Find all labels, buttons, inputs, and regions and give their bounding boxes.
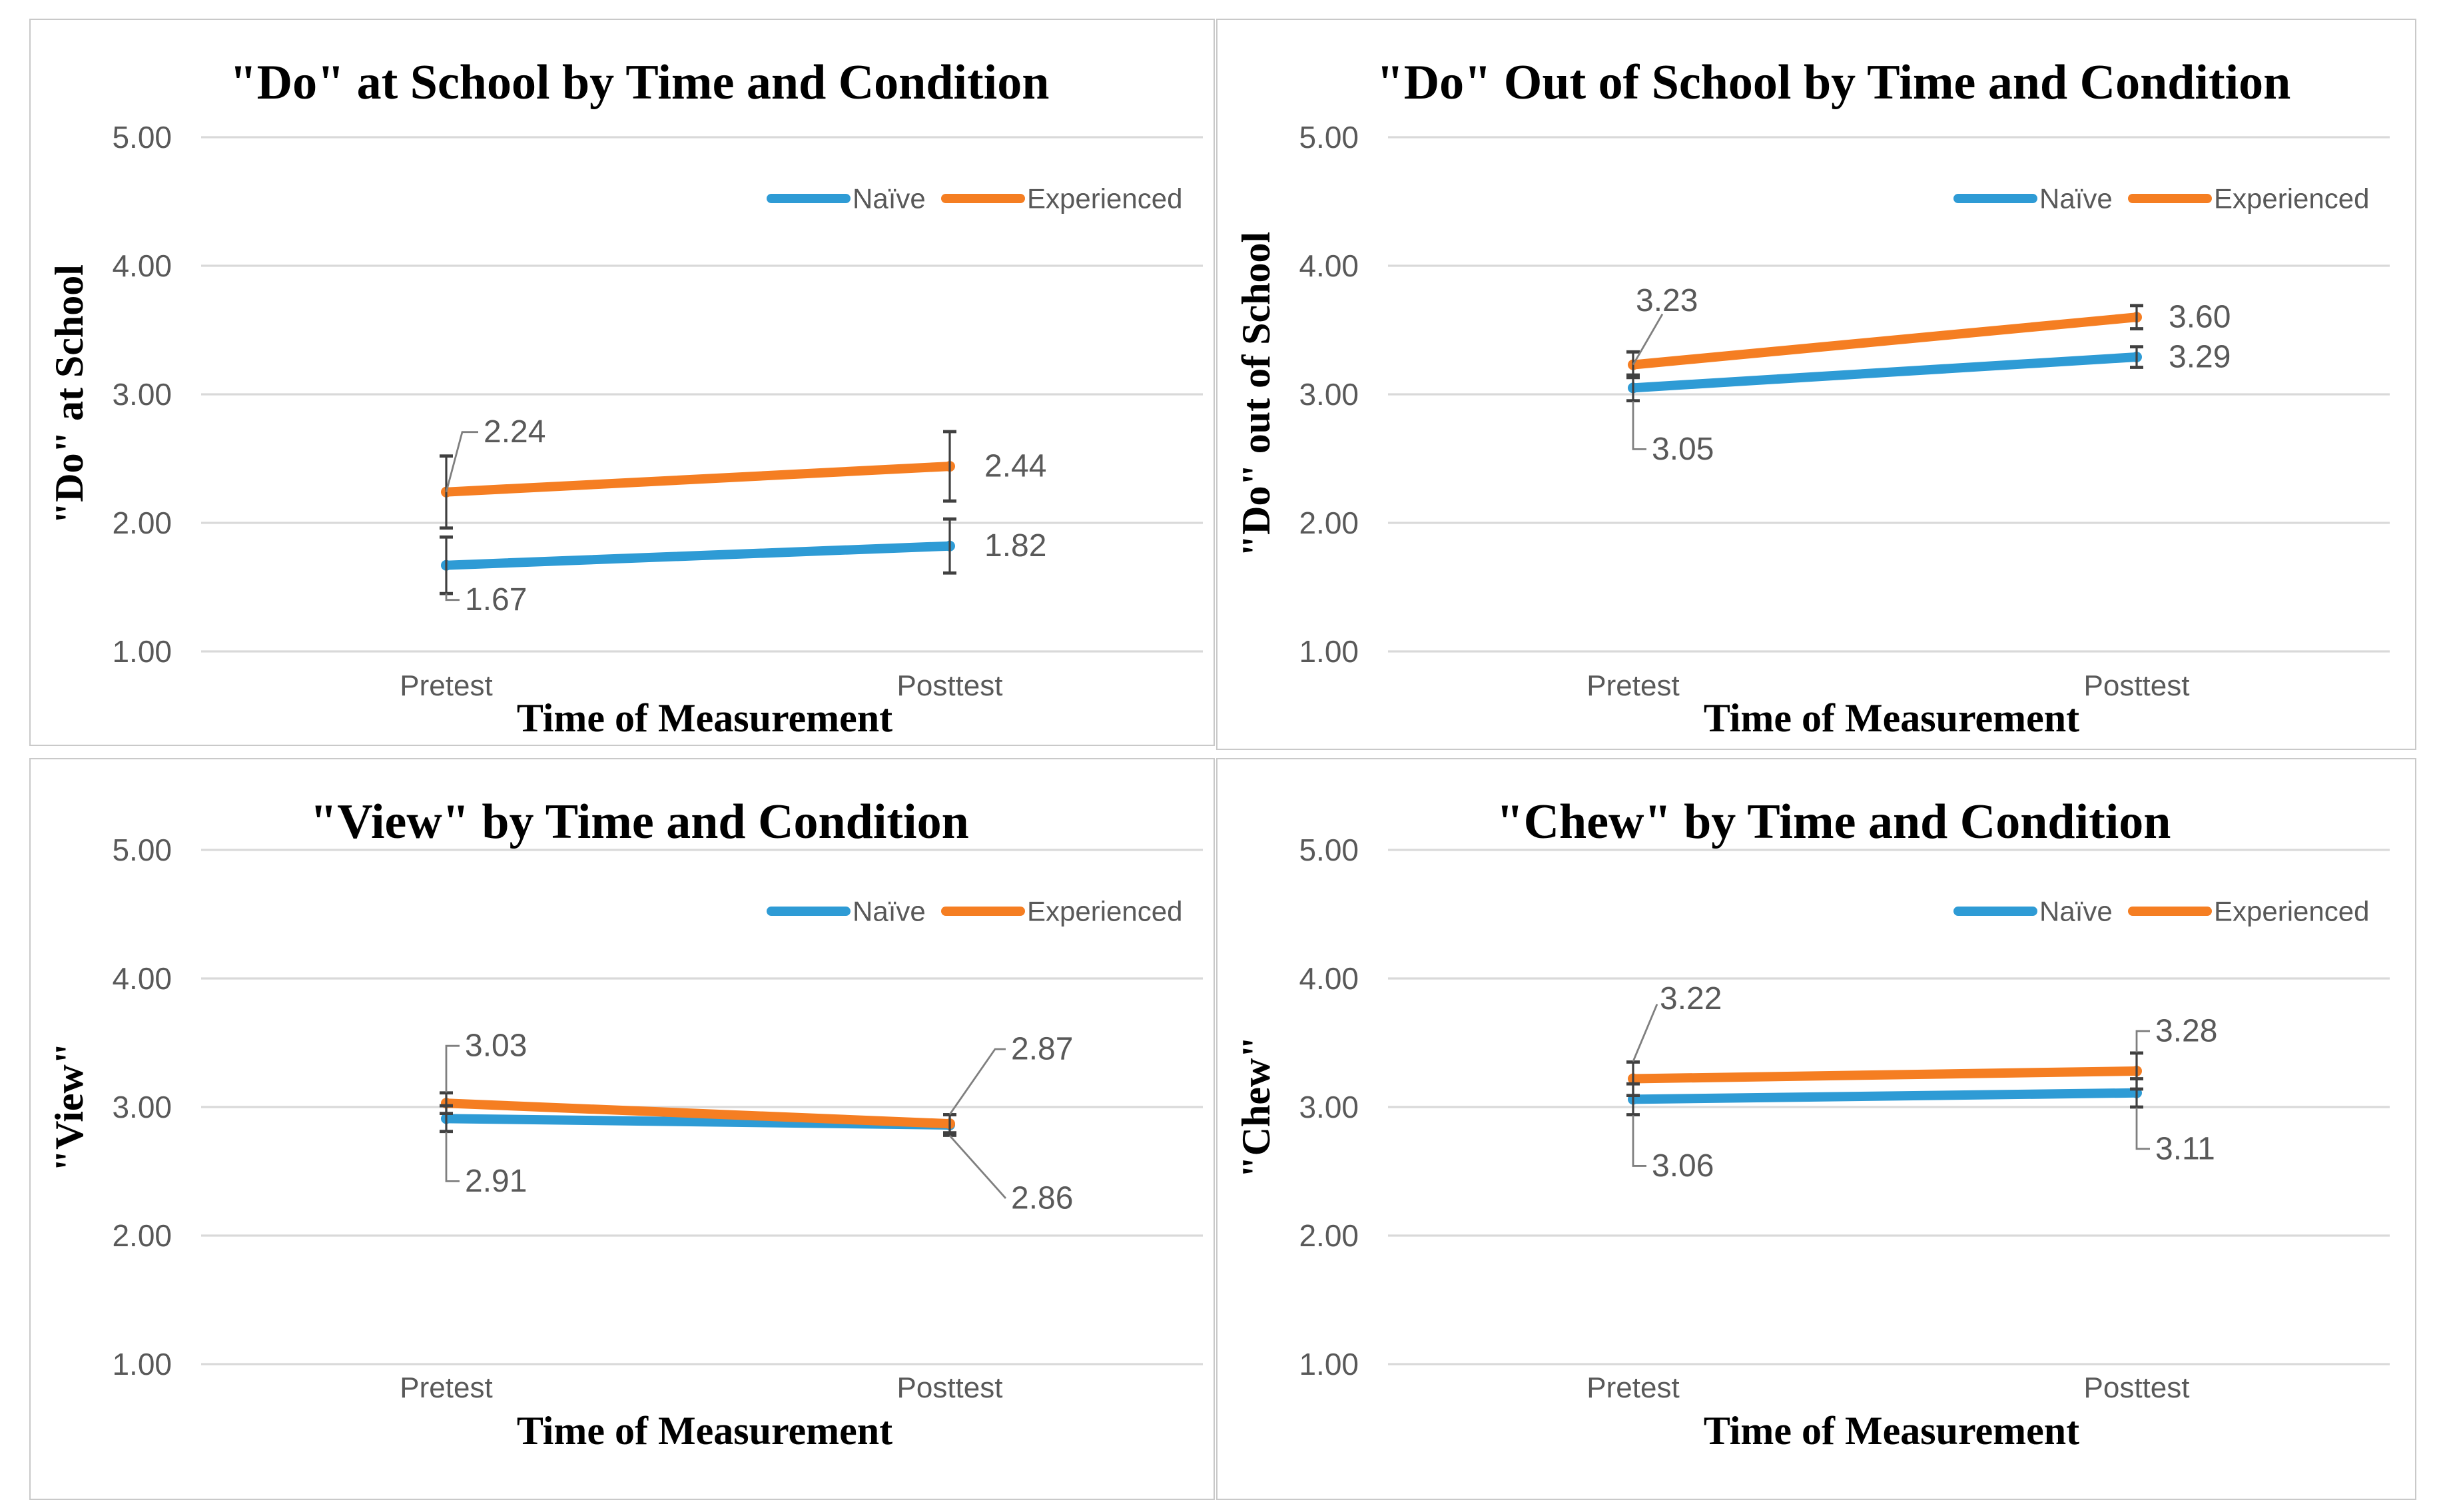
series-line-experienced: [442, 1098, 954, 1129]
y-tick-label: 3.00: [1299, 1090, 1359, 1124]
series-line-naive: [442, 541, 954, 570]
legend-label: Naïve: [2039, 183, 2113, 214]
y-tick-label: 5.00: [1299, 833, 1359, 867]
legend-label: Experienced: [1027, 183, 1182, 214]
series-line-naive: [1628, 352, 2141, 393]
y-tick-label: 1.00: [112, 634, 172, 669]
data-label: 2.44: [984, 449, 1046, 484]
data-label: 3.11: [2155, 1131, 2215, 1166]
label-leader: [445, 1132, 460, 1182]
legend-label: Experienced: [1027, 896, 1182, 927]
data-label: 3.03: [465, 1028, 527, 1064]
y-tick-label: 5.00: [1299, 120, 1359, 155]
data-label: 2.86: [1011, 1181, 1073, 1216]
label-leader: [1632, 1115, 1646, 1167]
label-leader: [948, 1135, 1007, 1199]
y-tick-label: 4.00: [1299, 961, 1359, 996]
y-tick-label: 1.00: [1299, 1347, 1359, 1381]
x-category-label: Pretest: [400, 669, 492, 702]
data-label: 2.24: [484, 414, 545, 450]
y-tick-label: 3.00: [1299, 377, 1359, 412]
series-line-experienced: [1628, 312, 2141, 370]
y-tick-label: 3.00: [112, 1090, 172, 1124]
plot-area: 5.00 4.00 3.00 2.00 1.00 Pretest Posttest Naïve…: [112, 833, 1203, 1404]
y-tick-label: 2.00: [112, 506, 172, 540]
y-tick-label: 4.00: [112, 248, 172, 283]
data-label: 1.67: [465, 582, 527, 617]
chart-title: "Do" at School by Time and Condition: [229, 56, 1050, 111]
data-label: 3.60: [2169, 300, 2231, 335]
chart-title: "Do" Out of School by Time and Condition: [1376, 56, 2291, 111]
data-label: 1.82: [984, 528, 1046, 564]
legend-label: Naïve: [853, 183, 926, 214]
data-label: 3.05: [1652, 432, 1714, 467]
data-label: 2.87: [1011, 1032, 1073, 1067]
x-category-label: Pretest: [1586, 669, 1679, 702]
series-line-experienced: [442, 462, 954, 497]
series-line-naive: [1628, 1088, 2141, 1104]
label-leader: [445, 1044, 460, 1093]
data-label: 3.22: [1660, 981, 1722, 1016]
label-leader: [2135, 1030, 2150, 1052]
plot-area: 5.00 4.00 3.00 2.00 1.00 Pretest Posttest Naïve…: [112, 120, 1203, 702]
data-label: 2.91: [465, 1164, 527, 1199]
chart-panel-do-at-school: 5.00 4.00 3.00 2.00 1.00 Pretest Posttest Naïve…: [29, 19, 1215, 746]
data-label: 3.23: [1636, 283, 1698, 318]
y-tick-label: 2.00: [1299, 1218, 1359, 1253]
y-tick-label: 4.00: [1299, 248, 1359, 283]
label-leader: [445, 431, 478, 493]
x-category-label: Posttest: [897, 1371, 1003, 1404]
label-leader: [2135, 1107, 2150, 1150]
y-tick-label: 2.00: [1299, 506, 1359, 540]
y-tick-label: 5.00: [112, 833, 172, 867]
chart-title: "Chew" by Time and Condition: [1496, 795, 2171, 850]
y-tick-label: 5.00: [112, 120, 172, 155]
data-label: 3.06: [1652, 1148, 1714, 1184]
data-label: 3.29: [2169, 340, 2231, 375]
label-leader: [1632, 313, 1664, 366]
y-tick-label: 3.00: [112, 377, 172, 412]
x-category-label: Pretest: [1586, 1371, 1679, 1404]
x-category-label: Pretest: [400, 1371, 492, 1404]
chart-title: "View" by Time and Condition: [310, 795, 969, 850]
x-axis-title: Time of Measurement: [516, 1409, 893, 1453]
series-line-experienced: [1628, 1066, 2141, 1084]
x-axis-title: Time of Measurement: [516, 697, 893, 741]
y-tick-label: 1.00: [112, 1347, 172, 1381]
x-category-label: Posttest: [2084, 1371, 2190, 1404]
label-leader: [445, 593, 460, 601]
x-category-label: Posttest: [897, 669, 1003, 702]
x-axis-title: Time of Measurement: [1703, 1409, 2080, 1453]
chart-panel-do-out-of-school: 5.00 4.00 3.00 2.00 1.00 Pretest Posttest Naïve…: [1216, 19, 2416, 750]
label-leader: [1632, 401, 1646, 450]
legend-label: Experienced: [2214, 183, 2369, 214]
label-leader: [1632, 1003, 1658, 1062]
chart-panel-view: 5.00 4.00 3.00 2.00 1.00 Pretest Posttest Naïve…: [29, 758, 1215, 1500]
data-label: 3.28: [2155, 1013, 2217, 1048]
chart-panel-chew: 5.00 4.00 3.00 2.00 1.00 Pretest Posttest Naïve…: [1216, 758, 2416, 1500]
y-tick-label: 4.00: [112, 961, 172, 996]
legend-label: Experienced: [2214, 896, 2369, 927]
label-leader: [948, 1048, 1006, 1115]
y-tick-label: 1.00: [1299, 634, 1359, 669]
x-category-label: Posttest: [2084, 669, 2190, 702]
x-axis-title: Time of Measurement: [1703, 697, 2080, 741]
plot-area: 5.00 4.00 3.00 2.00 1.00 Pretest Posttest Naïve…: [1299, 833, 2390, 1404]
legend-label: Naïve: [2039, 896, 2113, 927]
y-tick-label: 2.00: [112, 1218, 172, 1253]
legend-label: Naïve: [853, 896, 926, 927]
plot-area: 5.00 4.00 3.00 2.00 1.00 Pretest Posttest Naïve…: [1299, 120, 2390, 702]
